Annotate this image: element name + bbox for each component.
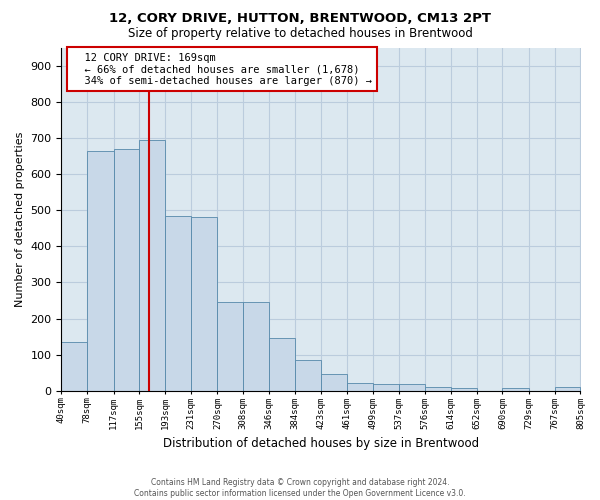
Text: Contains HM Land Registry data © Crown copyright and database right 2024.
Contai: Contains HM Land Registry data © Crown c… bbox=[134, 478, 466, 498]
Bar bbox=[555, 387, 580, 391]
Y-axis label: Number of detached properties: Number of detached properties bbox=[15, 132, 25, 307]
X-axis label: Distribution of detached houses by size in Brentwood: Distribution of detached houses by size … bbox=[163, 437, 479, 450]
Bar bbox=[243, 302, 269, 391]
Bar bbox=[269, 338, 295, 391]
Bar bbox=[165, 216, 191, 391]
Bar bbox=[295, 360, 321, 391]
Bar bbox=[451, 388, 476, 391]
Bar bbox=[61, 342, 87, 391]
Bar bbox=[139, 140, 165, 391]
Bar bbox=[347, 383, 373, 391]
Text: 12 CORY DRIVE: 169sqm
  ← 66% of detached houses are smaller (1,678)
  34% of se: 12 CORY DRIVE: 169sqm ← 66% of detached … bbox=[72, 52, 372, 86]
Bar bbox=[398, 384, 425, 391]
Bar bbox=[321, 374, 347, 391]
Bar bbox=[87, 150, 113, 391]
Bar bbox=[191, 218, 217, 391]
Bar bbox=[217, 302, 243, 391]
Bar bbox=[113, 150, 139, 391]
Bar bbox=[502, 388, 529, 391]
Bar bbox=[425, 387, 451, 391]
Text: 12, CORY DRIVE, HUTTON, BRENTWOOD, CM13 2PT: 12, CORY DRIVE, HUTTON, BRENTWOOD, CM13 … bbox=[109, 12, 491, 26]
Text: Size of property relative to detached houses in Brentwood: Size of property relative to detached ho… bbox=[128, 28, 472, 40]
Bar bbox=[373, 384, 398, 391]
